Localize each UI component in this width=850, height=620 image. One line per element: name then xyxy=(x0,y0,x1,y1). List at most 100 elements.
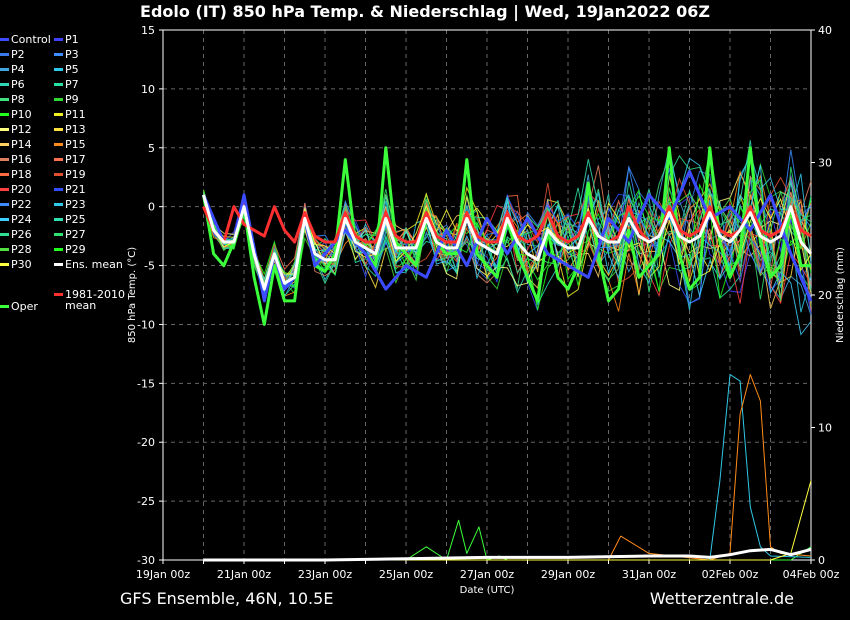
legend-swatch xyxy=(54,158,63,161)
legend-item-p30: P30 xyxy=(0,257,32,272)
legend-item-p8: P8 xyxy=(0,92,25,107)
legend-item-p18: P18 xyxy=(0,167,32,182)
legend-label: P19 xyxy=(65,168,86,181)
legend-item-1981-2010: 1981-2010 mean xyxy=(54,287,125,312)
legend-item-p17: P17 xyxy=(54,152,86,167)
legend-label: P5 xyxy=(65,63,79,76)
x-axis-label: Date (UTC) xyxy=(460,585,515,596)
ensemble-line-p24 xyxy=(203,164,812,336)
legend-swatch xyxy=(0,188,9,191)
legend-swatch xyxy=(0,143,9,146)
legend-item-p20: P20 xyxy=(0,182,32,197)
legend-swatch xyxy=(0,158,9,161)
legend-swatch xyxy=(54,188,63,191)
series-ens-mean-precip xyxy=(203,547,812,562)
legend-label: P17 xyxy=(65,153,86,166)
legend-item-p1: P1 xyxy=(54,32,79,47)
legend-item-p5: P5 xyxy=(54,62,79,77)
legend-swatch xyxy=(0,218,9,221)
footer-model-info: GFS Ensemble, 46N, 10.5E xyxy=(120,589,334,608)
y-tick-label: 5 xyxy=(148,142,155,155)
legend-swatch xyxy=(54,218,63,221)
legend-swatch xyxy=(0,263,9,266)
legend-item-p29: P29 xyxy=(54,242,86,257)
legend-label: P10 xyxy=(11,108,32,121)
legend-label: P24 xyxy=(11,213,32,226)
legend-label: P11 xyxy=(65,108,86,121)
legend-swatch xyxy=(54,53,63,56)
legend-item-p6: P6 xyxy=(0,77,25,92)
legend-swatch xyxy=(0,98,9,101)
legend-swatch xyxy=(54,68,63,71)
chart-title: Edolo (IT) 850 hPa Temp. & Niederschlag … xyxy=(140,2,710,22)
y-right-tick-label: 10 xyxy=(818,422,832,435)
legend-item-p19: P19 xyxy=(54,167,86,182)
legend-label: P13 xyxy=(65,123,86,136)
legend-item-p3: P3 xyxy=(54,47,79,62)
legend-swatch xyxy=(0,173,9,176)
legend-item-p24: P24 xyxy=(0,212,32,227)
legend-label: P1 xyxy=(65,33,79,46)
y-right-tick-label: 0 xyxy=(818,554,825,567)
legend-item-control: Control xyxy=(0,32,51,47)
y-tick-label: 15 xyxy=(141,24,155,37)
legend-item-p13: P13 xyxy=(54,122,86,137)
legend-label: P2 xyxy=(11,48,25,61)
legend-swatch xyxy=(54,173,63,176)
legend-label: P20 xyxy=(11,183,32,196)
legend-label: P23 xyxy=(65,198,86,211)
series-oper-precip xyxy=(203,519,812,561)
legend-label: P30 xyxy=(11,258,32,271)
legend-label: P25 xyxy=(65,213,86,226)
y-tick-label: -5 xyxy=(144,260,155,273)
legend-item-p10: P10 xyxy=(0,107,32,122)
y-tick-label: -10 xyxy=(137,318,155,331)
legend-label: P22 xyxy=(11,198,32,211)
legend-item-p16: P16 xyxy=(0,152,32,167)
legend-item-p11: P11 xyxy=(54,107,86,122)
y-axis-label: 850 hPa Temp. (°C) xyxy=(127,247,138,343)
legend-label: P12 xyxy=(11,123,32,136)
legend-label: P21 xyxy=(65,183,86,196)
legend-swatch xyxy=(54,113,63,116)
legend-label: P6 xyxy=(11,78,25,91)
legend-item-p4: P4 xyxy=(0,62,25,77)
x-tick-label: 21Jan 00z xyxy=(217,568,271,581)
y-tick-label: -20 xyxy=(137,436,155,449)
series-p15-precip xyxy=(203,374,812,561)
y-tick-label: -30 xyxy=(137,554,155,567)
legend-label: 1981-2010 xyxy=(65,288,125,301)
legend-item-p9: P9 xyxy=(54,92,79,107)
grid xyxy=(163,29,811,561)
x-tick-label: 04Feb 00z xyxy=(783,568,840,581)
legend-label-line2: mean xyxy=(65,299,97,312)
legend-label: P4 xyxy=(11,63,25,76)
legend-item-p21: P21 xyxy=(54,182,86,197)
x-tick-label: 19Jan 00z xyxy=(136,568,190,581)
legend-swatch xyxy=(54,98,63,101)
legend-label: P18 xyxy=(11,168,32,181)
legend-swatch xyxy=(54,38,63,41)
legend-item-p22: P22 xyxy=(0,197,32,212)
legend-swatch xyxy=(54,263,63,266)
legend-swatch xyxy=(54,128,63,131)
legend-label: P28 xyxy=(11,243,32,256)
x-tick-label: 29Jan 00z xyxy=(541,568,595,581)
legend-label: P16 xyxy=(11,153,32,166)
y-right-tick-label: 20 xyxy=(818,289,832,302)
series-ens-mean xyxy=(202,194,813,291)
legend-swatch xyxy=(54,233,63,236)
legend-item-p28: P28 xyxy=(0,242,32,257)
legend-item-ens-mean: Ens. mean xyxy=(54,257,123,272)
x-tick-label: 27Jan 00z xyxy=(460,568,514,581)
y-tick-label: -25 xyxy=(137,495,155,508)
y-right-tick-label: 40 xyxy=(818,24,832,37)
y-right-tick-label: 30 xyxy=(818,157,832,170)
legend-swatch xyxy=(54,83,63,86)
x-tick-label: 23Jan 00z xyxy=(298,568,352,581)
legend-swatch xyxy=(54,143,63,146)
legend-label: P26 xyxy=(11,228,32,241)
legend-swatch xyxy=(54,203,63,206)
legend-label: P27 xyxy=(65,228,86,241)
